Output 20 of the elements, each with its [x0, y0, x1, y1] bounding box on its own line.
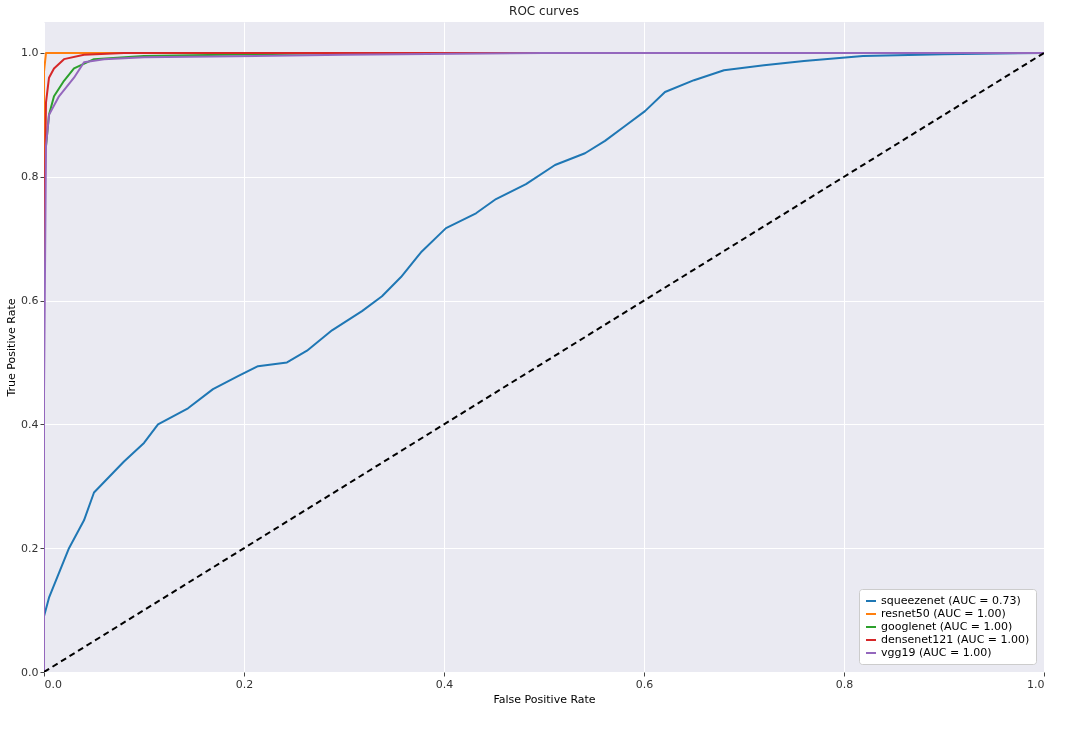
- y-axis-title: True Positive Rate: [5, 298, 19, 398]
- x-tick-label: 0.2: [235, 677, 254, 691]
- x-tick-label: 0.4: [435, 677, 454, 691]
- y-tick-label: 0.8: [21, 170, 39, 184]
- y-tick-label: 1.0: [21, 46, 39, 60]
- x-tick-label: 0.8: [835, 677, 854, 691]
- x-tick-label: 1.0: [1027, 677, 1045, 691]
- legend-label: resnet50 (AUC = 1.00): [881, 607, 1006, 620]
- y-tick-label: 0.2: [21, 541, 39, 555]
- x-axis-title: False Positive Rate: [493, 692, 596, 706]
- legend-label: densenet121 (AUC = 1.00): [881, 633, 1030, 646]
- legend-label: vgg19 (AUC = 1.00): [881, 646, 992, 659]
- chart-title: ROC curves: [509, 4, 579, 18]
- legend-label: squeezenet (AUC = 0.73): [881, 594, 1021, 607]
- x-tick-label: 0.6: [635, 677, 654, 691]
- legend-label: googlenet (AUC = 1.00): [881, 620, 1013, 633]
- x-tick-label: 0.0: [44, 677, 62, 691]
- y-tick-label: 0.6: [21, 294, 39, 308]
- y-tick-label: 0.4: [21, 417, 39, 431]
- y-tick-label: 0.0: [21, 665, 39, 679]
